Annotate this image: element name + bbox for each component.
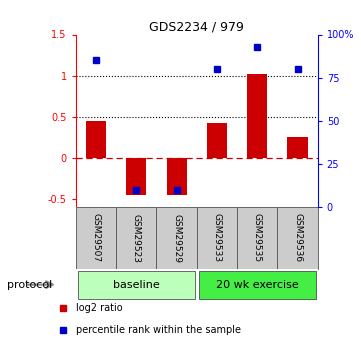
Bar	[287, 137, 308, 158]
Text: GSM29529: GSM29529	[172, 214, 181, 263]
Title: GDS2234 / 979: GDS2234 / 979	[149, 20, 244, 33]
Text: GSM29507: GSM29507	[91, 214, 100, 263]
Text: percentile rank within the sample: percentile rank within the sample	[76, 325, 241, 335]
Bar	[86, 121, 106, 158]
Text: GSM29523: GSM29523	[132, 214, 141, 263]
Bar	[76, 207, 116, 269]
Bar	[166, 158, 187, 195]
Bar	[126, 158, 146, 195]
Bar	[237, 207, 277, 269]
Bar	[116, 207, 156, 269]
Bar	[277, 207, 318, 269]
Bar	[156, 207, 197, 269]
Text: GSM29535: GSM29535	[253, 214, 262, 263]
Bar	[199, 270, 316, 298]
Bar	[197, 207, 237, 269]
Bar	[78, 270, 195, 298]
Bar	[207, 123, 227, 158]
Text: protocol: protocol	[7, 280, 52, 289]
Text: GSM29533: GSM29533	[212, 214, 221, 263]
Text: baseline: baseline	[113, 280, 160, 289]
Text: GSM29536: GSM29536	[293, 214, 302, 263]
Bar	[247, 74, 267, 158]
Text: 20 wk exercise: 20 wk exercise	[216, 280, 299, 289]
Text: log2 ratio: log2 ratio	[76, 303, 123, 313]
